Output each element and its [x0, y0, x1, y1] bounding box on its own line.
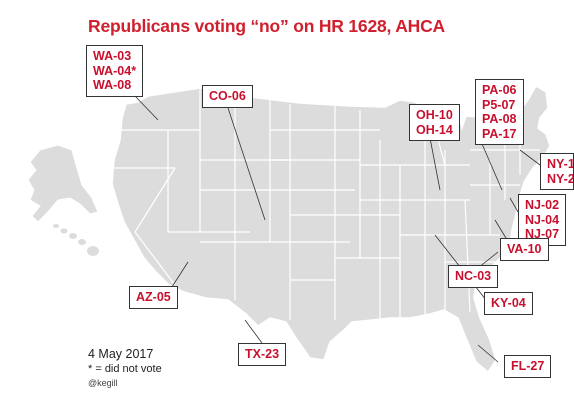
label-line: VA-10 [507, 242, 542, 256]
label-co: CO-06 [202, 85, 253, 108]
label-line: KY-04 [491, 296, 526, 310]
leader-az [169, 261, 189, 291]
label-va: VA-10 [500, 238, 549, 261]
label-tx: TX-23 [238, 343, 287, 366]
leader-wa [134, 95, 159, 121]
date-note: 4 May 2017 [88, 347, 154, 361]
alaska [27, 144, 99, 223]
leader-nj [509, 197, 519, 213]
label-az: AZ-05 [129, 286, 178, 309]
credit: @kegill [88, 378, 118, 388]
label-line: OH-14 [416, 122, 453, 137]
label-line: NY-21 [547, 171, 573, 186]
label-line: NC-03 [455, 269, 492, 283]
contiguous-us [111, 85, 551, 373]
label-line: PA-17 [482, 126, 517, 141]
leader-oh [429, 137, 441, 191]
label-line: P5-07 [482, 97, 516, 112]
label-wa: WA-03 WA-04* WA-08 [86, 45, 144, 97]
leader-fl [477, 344, 499, 363]
label-line: NJ-02 [525, 198, 560, 212]
label-line: NY-11 [547, 157, 574, 171]
label-ky: KY-04 [484, 292, 533, 315]
hawaii [53, 224, 99, 256]
label-line: WA-04* [93, 63, 137, 78]
label-line: PA-08 [482, 112, 517, 126]
label-line: PA-06 [482, 83, 517, 97]
label-line: FL-27 [511, 359, 545, 373]
label-line: OH-10 [416, 108, 453, 122]
label-line: NJ-07 [525, 227, 560, 241]
label-line: CO-06 [209, 89, 246, 103]
label-ny: NY-11 NY-21 [540, 153, 574, 190]
leader-co [227, 107, 266, 221]
leader-ny [519, 149, 541, 166]
label-nc: NC-03 [448, 265, 499, 288]
leader-tx [244, 319, 263, 344]
label-line: WA-03 [93, 49, 132, 63]
label-line: AZ-05 [136, 290, 171, 304]
label-fl: FL-27 [504, 355, 552, 378]
label-pa: PA-06 P5-07 PA-08 PA-17 [475, 79, 524, 145]
state-borders [112, 88, 540, 320]
footnote: * = did not vote [88, 363, 162, 375]
label-line: WA-08 [93, 78, 132, 92]
label-oh: OH-10 OH-14 [409, 104, 460, 141]
label-nj: NJ-02 NJ-04 NJ-07 [518, 194, 567, 246]
label-line: NJ-04 [525, 212, 560, 227]
label-line: TX-23 [245, 347, 280, 361]
map-title: Republicans voting “no” on HR 1628, AHCA [88, 16, 445, 36]
